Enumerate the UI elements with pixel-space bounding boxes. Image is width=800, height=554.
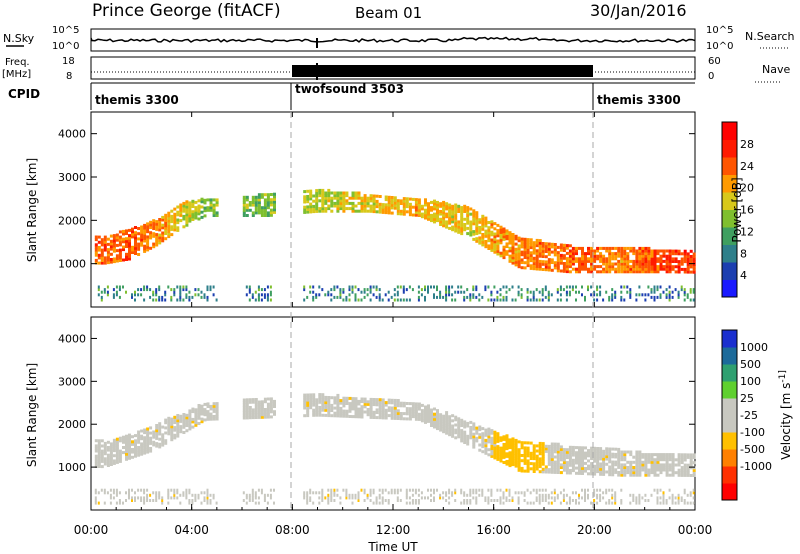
colorbar-swatch bbox=[722, 157, 737, 175]
x-tick-label: 00:00 bbox=[678, 523, 713, 537]
velocity-colorbar-tick: 25 bbox=[740, 392, 754, 405]
velocity-colorbar-tick: -25 bbox=[740, 409, 758, 422]
nsky-label: N.Sky bbox=[3, 32, 35, 45]
x-tick-label: 08:00 bbox=[275, 523, 310, 537]
power-y-axis: 1000 2000 3000 4000 bbox=[58, 128, 695, 271]
time-markers bbox=[290, 112, 594, 510]
colorbar-swatch bbox=[722, 381, 737, 399]
velocity-ylabel: Slant Range [km] bbox=[25, 363, 39, 467]
colorbar-swatch bbox=[722, 244, 737, 263]
colorbar-swatch bbox=[722, 279, 737, 298]
nave-tick-top: 60 bbox=[708, 56, 721, 67]
power-colorbar: 4 8 12 16 20 24 28 bbox=[721, 121, 754, 298]
velocity-colorbar-tick: -1000 bbox=[740, 460, 772, 473]
x-tick-label: 12:00 bbox=[376, 523, 411, 537]
x-tick-label: 04:00 bbox=[174, 523, 209, 537]
colorbar-swatch bbox=[722, 449, 737, 467]
power-colorbar-tick: 20 bbox=[740, 182, 754, 195]
beam-title: Beam 01 bbox=[355, 4, 422, 22]
y-tick-label: 3000 bbox=[58, 171, 86, 184]
freq-panel: Freq. [MHz] 18 8 60 0 Nave bbox=[2, 56, 790, 83]
freq-tick-top: 18 bbox=[62, 56, 75, 67]
colorbar-swatch bbox=[722, 466, 737, 484]
colorbar-swatch bbox=[722, 330, 737, 348]
cpid-segment-2: twofsound 3503 bbox=[295, 82, 404, 96]
velocity-echo-layer bbox=[94, 393, 696, 505]
x-tick-label: 00:00 bbox=[74, 523, 109, 537]
nsearch-label: N.Search bbox=[745, 30, 795, 43]
y-tick-label: 3000 bbox=[58, 375, 86, 388]
colorbar-swatch bbox=[722, 227, 737, 245]
cpid-segment-3: themis 3300 bbox=[597, 93, 681, 107]
nsearch-tick-top: 10^5 bbox=[706, 25, 733, 36]
power-colorbar-tick: 8 bbox=[740, 247, 747, 260]
velocity-colorbar-tick: 1000 bbox=[740, 341, 768, 354]
nave-label: Nave bbox=[762, 63, 790, 76]
colorbar-swatch bbox=[722, 483, 737, 501]
cpid-segment-1: themis 3300 bbox=[95, 93, 179, 107]
y-tick-label: 4000 bbox=[58, 128, 86, 141]
velocity-y-axis: 1000 2000 3000 4000 bbox=[58, 332, 695, 474]
y-tick-label: 4000 bbox=[58, 332, 86, 345]
nave-tick-bottom: 0 bbox=[708, 71, 714, 82]
power-panel: 1000 2000 3000 4000 Slant Range [km] 4 8 12 16… bbox=[25, 111, 754, 308]
nsearch-tick-bottom: 10^0 bbox=[706, 41, 733, 52]
colorbar-swatch bbox=[722, 432, 737, 450]
colorbar-swatch bbox=[722, 174, 737, 193]
time-axis: 00:00 04:00 08:00 12:00 16:00 20:00 00:00 bbox=[74, 112, 713, 537]
y-tick-label: 1000 bbox=[58, 258, 86, 271]
power-colorbar-tick: 28 bbox=[740, 138, 754, 151]
xlabel: Time UT bbox=[367, 540, 418, 554]
velocity-colorbar-tick: 500 bbox=[740, 358, 761, 371]
cpid-row: CPID themis 3300 twofsound 3503 themis 3… bbox=[8, 82, 695, 110]
nsky-tick-bottom: 10^0 bbox=[52, 41, 79, 52]
colorbar-swatch bbox=[722, 364, 737, 382]
colorbar-swatch bbox=[722, 398, 737, 416]
velocity-colorbar-tick: 100 bbox=[740, 375, 761, 388]
colorbar-swatch bbox=[722, 415, 737, 433]
colorbar-swatch bbox=[722, 139, 737, 158]
power-colorbar-tick: 12 bbox=[740, 225, 754, 238]
colorbar-swatch bbox=[722, 347, 737, 365]
power-colorbar-label: Power [dB] bbox=[730, 177, 744, 242]
y-tick-label: 1000 bbox=[58, 461, 86, 474]
y-tick-label: 2000 bbox=[58, 418, 86, 431]
freq-unit-label: [MHz] bbox=[2, 69, 31, 80]
velocity-colorbar: 1000 500 100 25 -25 -100 -500 -1000 bbox=[721, 329, 772, 501]
velocity-colorbar-tick: -500 bbox=[740, 443, 765, 456]
velocity-colorbar-label: Velocity [m s-1] bbox=[778, 370, 793, 460]
colorbar-swatch bbox=[722, 192, 737, 210]
nsky-trace bbox=[90, 36, 696, 43]
cpid-label: CPID bbox=[8, 87, 40, 101]
nave-block bbox=[292, 65, 593, 77]
freq-tick-bottom: 8 bbox=[66, 71, 72, 82]
freq-label: Freq. bbox=[5, 57, 30, 68]
power-colorbar-tick: 24 bbox=[740, 160, 754, 173]
date-title: 30/Jan/2016 bbox=[590, 1, 687, 20]
x-tick-label: 16:00 bbox=[476, 523, 511, 537]
power-colorbar-tick: 4 bbox=[740, 269, 747, 282]
power-ylabel: Slant Range [km] bbox=[25, 158, 39, 262]
power-colorbar-tick: 16 bbox=[740, 204, 754, 217]
x-tick-label: 20:00 bbox=[577, 523, 612, 537]
colorbar-swatch bbox=[722, 262, 737, 280]
power-echo-layer bbox=[94, 188, 696, 302]
nsky-tick-top: 10^5 bbox=[52, 25, 79, 36]
colorbar-swatch bbox=[722, 122, 737, 140]
velocity-panel: 1000 2000 3000 4000 Slant Range [km] 1000 50… bbox=[25, 316, 793, 511]
station-title: Prince George (fitACF) bbox=[92, 1, 281, 21]
colorbar-swatch bbox=[722, 209, 737, 228]
nsky-panel: N.Sky 10^5 10^0 10^5 10^0 N.Search bbox=[3, 25, 795, 52]
velocity-colorbar-tick: -100 bbox=[740, 426, 765, 439]
y-tick-label: 2000 bbox=[58, 214, 86, 227]
